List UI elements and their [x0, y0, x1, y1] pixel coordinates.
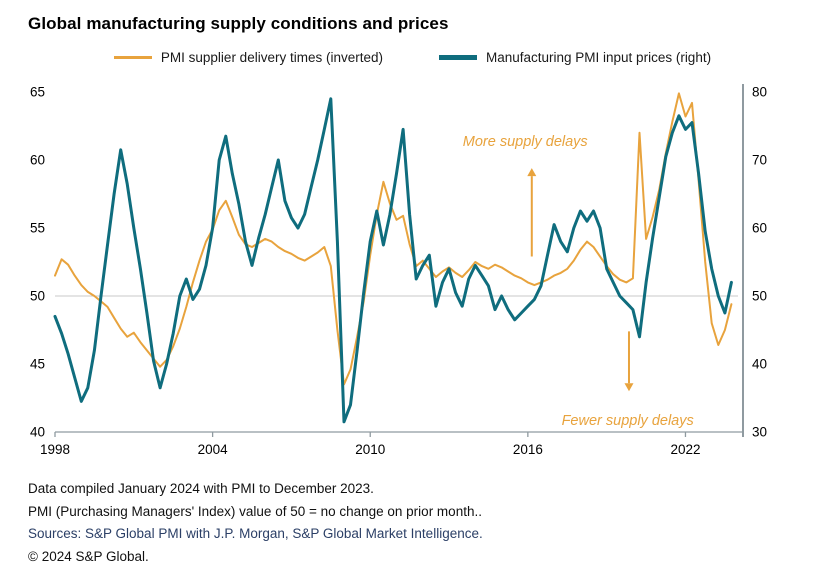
legend-item-input-prices: Manufacturing PMI input prices (right): [438, 49, 712, 65]
right-axis-tick-label: 70: [752, 153, 767, 168]
footer-sources: Sources: S&P Global PMI with J.P. Morgan…: [28, 526, 483, 541]
series-line-manufacturing-pmi-input-prices-right: [53, 97, 733, 424]
legend-label-delivery-times: PMI supplier delivery times (inverted): [160, 49, 383, 65]
annotation-text: Fewer supply delays: [562, 413, 694, 429]
x-axis-tick-label: 2004: [198, 442, 229, 457]
right-axis-tick-label: 30: [752, 425, 767, 440]
right-axis-tick-label: 80: [752, 85, 767, 100]
right-axis-tick-label: 40: [752, 357, 767, 372]
left-axis-tick-label: 55: [30, 221, 45, 236]
footer-data-compiled: Data compiled January 2024 with PMI to D…: [28, 481, 374, 496]
left-axis-tick-label: 40: [30, 425, 45, 440]
legend-label-input-prices: Manufacturing PMI input prices (right): [485, 49, 712, 65]
left-axis-tick-label: 45: [30, 357, 45, 372]
x-axis-tick-label: 2010: [355, 442, 385, 457]
x-axis-tick-label: 1998: [40, 442, 70, 457]
x-axis-tick-label: 2022: [670, 442, 700, 457]
left-axis-tick-label: 65: [30, 85, 45, 100]
left-axis-tick-label: 60: [30, 153, 45, 168]
legend-item-delivery-times: PMI supplier delivery times (inverted): [113, 49, 383, 65]
legend-swatch-delivery-times-icon: [113, 55, 152, 59]
right-axis-tick-label: 50: [752, 289, 767, 304]
left-axis-tick-label: 50: [30, 289, 45, 304]
annotation-arrowhead-icon: [624, 383, 634, 392]
x-axis-tick-label: 2016: [513, 442, 543, 457]
legend: PMI supplier delivery times (inverted) M…: [0, 48, 825, 66]
annotation-arrowhead-icon: [527, 168, 537, 177]
chart-title: Global manufacturing supply conditions a…: [28, 14, 449, 33]
right-axis-tick-label: 60: [752, 221, 767, 236]
chart-plot: 1998 2004 2010 2016 2022 65 60 55 50 45 40 80 70 60 50…: [30, 84, 767, 457]
annotation-text: More supply delays: [463, 134, 588, 150]
footer-pmi-note: PMI (Purchasing Managers' Index) value o…: [28, 503, 482, 519]
chart-footer: Data compiled January 2024 with PMI to D…: [28, 478, 825, 568]
legend-swatch-input-prices-icon: [438, 54, 477, 60]
footer-copyright: © 2024 S&P Global.: [28, 548, 149, 564]
